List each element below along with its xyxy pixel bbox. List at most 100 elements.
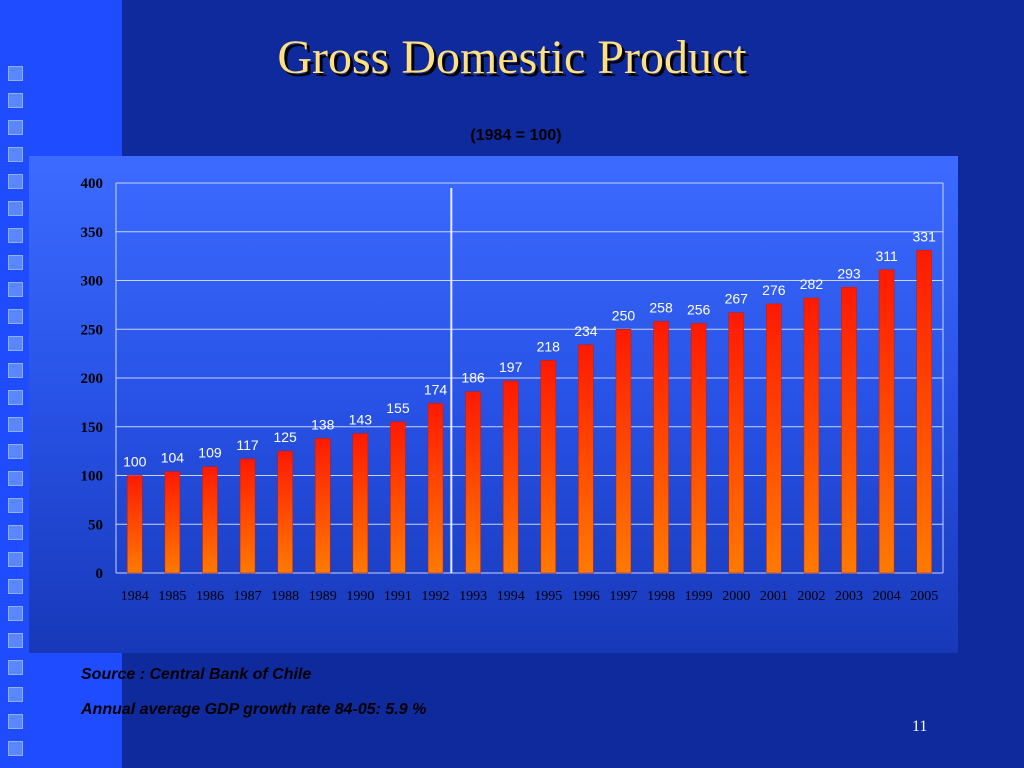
decorative-square [8, 147, 23, 162]
data-label: 311 [875, 248, 898, 264]
chart-panel: 0 50 100 150 200 250 300 350 400 100 1984 104 1985 10… [29, 156, 958, 653]
bar [427, 403, 444, 574]
decorative-square [8, 525, 23, 540]
x-tick-label: 1988 [271, 589, 299, 604]
y-tick-label: 200 [81, 371, 104, 387]
decorative-square [8, 417, 23, 432]
bar [728, 312, 744, 574]
slide-title: Gross Domestic Product [277, 31, 747, 84]
bar [578, 344, 594, 574]
gdp-bar-chart: 0 50 100 150 200 250 300 350 400 100 1984 104 1985 10… [81, 176, 944, 604]
bar [465, 391, 481, 574]
data-label: 234 [574, 323, 598, 339]
x-tick-label: 2005 [910, 589, 938, 604]
data-label: 331 [913, 228, 937, 244]
decorative-square [8, 309, 23, 324]
growth-rate-note: Annual average GDP growth rate 84-05: 5.… [81, 701, 427, 718]
x-tick-label: 1990 [346, 589, 374, 604]
chart-subtitle: (1984 = 100) [0, 127, 1024, 145]
decorative-square [8, 228, 23, 243]
bar [277, 450, 293, 574]
data-label: 186 [461, 370, 485, 386]
bar [841, 287, 857, 574]
decorative-square [8, 255, 23, 270]
subtitle-text: (1984 = 100) [470, 127, 562, 144]
data-label: 155 [386, 400, 410, 416]
source-note: Source : Central Bank of Chile [81, 666, 312, 683]
page-number: 11 [912, 718, 928, 735]
data-label: 256 [687, 301, 711, 317]
bar [390, 421, 406, 574]
x-tick-label: 1985 [158, 589, 186, 604]
decorative-square [8, 633, 23, 648]
data-label: 282 [800, 276, 824, 292]
data-label: 125 [273, 429, 297, 445]
bar [690, 323, 707, 574]
x-tick-label: 1984 [121, 589, 149, 604]
x-tick-label: 1991 [384, 589, 412, 604]
data-label: 117 [236, 437, 259, 453]
data-label: 293 [837, 265, 861, 281]
y-tick-label: 400 [81, 176, 104, 192]
data-label: 174 [424, 381, 448, 397]
data-label: 143 [349, 412, 373, 428]
x-tick-label: 1996 [572, 589, 600, 604]
x-tick-label: 1989 [309, 589, 337, 604]
x-tick-label: 1999 [685, 589, 713, 604]
decorative-square [8, 552, 23, 567]
x-tick-label: 1995 [534, 589, 562, 604]
bar [239, 458, 256, 574]
x-tick-label: 2003 [835, 589, 863, 604]
x-tick-label: 1986 [196, 589, 224, 604]
bar [615, 329, 632, 574]
x-tick-label: 1994 [497, 589, 525, 604]
decorative-square [8, 120, 23, 135]
x-tick-label: 1997 [609, 589, 637, 604]
data-label: 258 [649, 299, 673, 315]
data-label: 197 [499, 359, 523, 375]
data-label: 276 [762, 282, 786, 298]
x-tick-label: 1993 [459, 589, 487, 604]
data-label: 138 [311, 416, 335, 432]
bar [916, 250, 932, 574]
decorative-square [8, 660, 23, 675]
y-tick-label: 250 [81, 322, 104, 338]
decorative-square [8, 471, 23, 486]
decorative-square [8, 363, 23, 378]
y-tick-label: 300 [81, 274, 104, 290]
data-label: 218 [537, 338, 561, 354]
x-tick-label: 1998 [647, 589, 675, 604]
bar [315, 438, 331, 574]
bar [653, 321, 669, 574]
x-tick-label: 2004 [873, 589, 901, 604]
data-label: 267 [725, 291, 749, 307]
bar [766, 303, 782, 574]
decorative-square [8, 336, 23, 351]
x-tick-label: 2001 [760, 589, 788, 604]
bar [352, 433, 369, 574]
x-tick-label: 1992 [422, 589, 450, 604]
decorative-square [8, 174, 23, 189]
bar [540, 360, 557, 574]
decorative-square [8, 66, 23, 81]
decorative-square [8, 201, 23, 216]
decorative-square [8, 282, 23, 297]
x-tick-label: 1987 [234, 589, 262, 604]
bar [502, 380, 519, 574]
y-tick-label: 100 [81, 469, 104, 485]
x-tick-label: 2000 [722, 589, 750, 604]
bar [202, 466, 218, 574]
bar [878, 269, 895, 574]
decorative-square [8, 606, 23, 621]
decorative-square [8, 741, 23, 756]
data-label: 109 [198, 445, 222, 461]
data-label: 104 [161, 450, 185, 466]
decorative-squares [8, 66, 26, 768]
decorative-square [8, 390, 23, 405]
decorative-square [8, 93, 23, 108]
y-tick-label: 350 [81, 225, 104, 241]
y-tick-label: 0 [96, 566, 104, 582]
decorative-square [8, 498, 23, 513]
decorative-square [8, 444, 23, 459]
data-label: 250 [612, 307, 636, 323]
